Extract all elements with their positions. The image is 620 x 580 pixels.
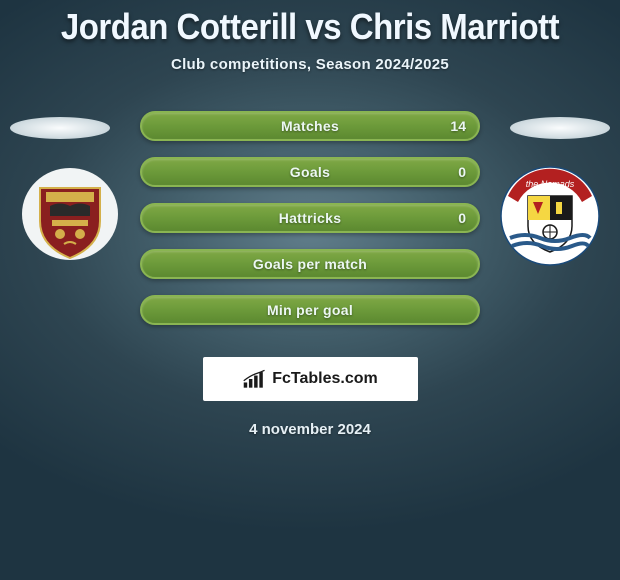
- banner-text: the Nomads: [526, 179, 575, 189]
- comparison-date: 4 november 2024: [0, 421, 620, 438]
- stat-bars: Matches 14 Goals 0 Hattricks 0 Goals per…: [140, 111, 480, 341]
- stat-row-hattricks: Hattricks 0: [140, 203, 480, 233]
- stat-row-matches: Matches 14: [140, 111, 480, 141]
- club-crest-right: the Nomads: [500, 166, 600, 266]
- stats-area: the Nomads Matches 14 Goals 0: [0, 111, 620, 351]
- page-subtitle: Club competitions, Season 2024/2025: [0, 56, 620, 73]
- stat-label: Goals per match: [253, 256, 367, 272]
- round-badge-icon: the Nomads: [500, 166, 600, 266]
- shield-icon: [20, 166, 120, 266]
- player-left-placeholder: [10, 117, 110, 139]
- comparison-card: Jordan Cotterill vs Chris Marriott Club …: [0, 0, 620, 438]
- stat-label: Matches: [281, 118, 339, 134]
- stat-row-min-per-goal: Min per goal: [140, 295, 480, 325]
- page-title: Jordan Cotterill vs Chris Marriott: [0, 6, 620, 48]
- bar-chart-icon: [242, 368, 268, 390]
- stat-label: Min per goal: [267, 302, 353, 318]
- stat-label: Goals: [290, 164, 330, 180]
- stat-row-goals-per-match: Goals per match: [140, 249, 480, 279]
- stat-row-goals: Goals 0: [140, 157, 480, 187]
- branding-text: FcTables.com: [272, 370, 378, 388]
- stat-right-value: 14: [450, 118, 466, 134]
- branding-badge: FcTables.com: [203, 357, 418, 401]
- player-right-placeholder: [510, 117, 610, 139]
- club-crest-left: [20, 166, 120, 266]
- stat-right-value: 0: [458, 210, 466, 226]
- stat-right-value: 0: [458, 164, 466, 180]
- stat-label: Hattricks: [279, 210, 342, 226]
